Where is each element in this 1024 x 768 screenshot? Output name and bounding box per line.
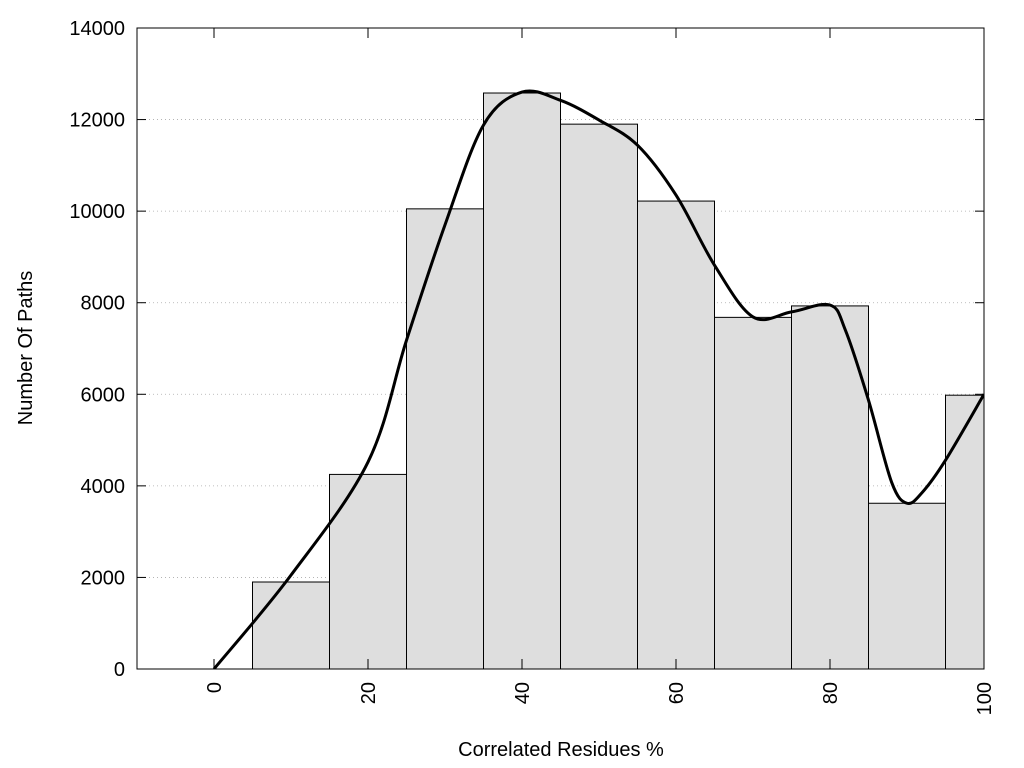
- bar: [714, 316, 792, 669]
- bar: [945, 394, 984, 669]
- bar: [252, 581, 330, 669]
- x-tick-label: 80: [820, 682, 842, 704]
- bar: [406, 208, 484, 669]
- x-tick-label: 40: [512, 682, 534, 704]
- bar: [637, 200, 715, 669]
- y-tick-label: 12000: [69, 110, 125, 132]
- y-tick-label: 4000: [81, 476, 126, 498]
- x-tick-label: 0: [204, 682, 226, 693]
- y-tick-label: 0: [114, 659, 125, 681]
- y-axis-label: Number Of Paths: [15, 271, 37, 426]
- y-tick-label: 10000: [69, 201, 125, 223]
- x-axis-label: Correlated Residues %: [458, 739, 664, 761]
- y-tick-label: 6000: [81, 384, 126, 406]
- bar: [791, 305, 869, 669]
- bar: [868, 502, 946, 669]
- y-tick-label: 2000: [81, 567, 126, 589]
- x-tick-label: 60: [666, 682, 688, 704]
- bar: [560, 123, 638, 669]
- y-tick-label: 8000: [81, 293, 126, 315]
- bar: [329, 473, 407, 669]
- x-tick-label: 100: [974, 682, 996, 715]
- plot-frame: [136, 27, 985, 670]
- y-tick-label: 14000: [69, 18, 125, 40]
- bar: [483, 92, 561, 669]
- curve: [212, 89, 984, 669]
- plot-area: [212, 89, 984, 669]
- x-tick-label: 20: [358, 682, 380, 704]
